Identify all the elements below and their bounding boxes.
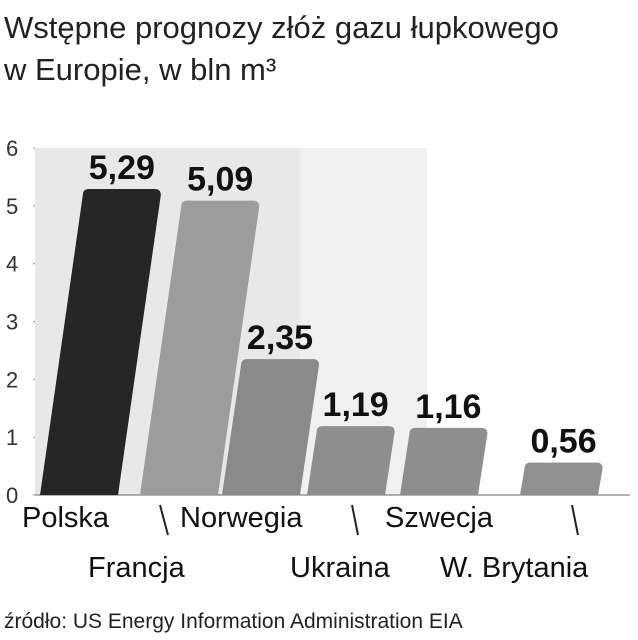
bar [222,359,320,495]
x-tick-label: Polska [22,502,110,534]
value-label: 5,29 [89,149,155,187]
value-label: 1,19 [323,386,389,424]
bar [40,189,161,496]
x-tick-label: Norwegia [180,502,303,534]
chart-title: Wstępne prognozy złóż gazu łupkowego [4,10,559,45]
x-tick-label: Szwecja [385,502,494,534]
y-tick-label: 3 [6,310,18,335]
separator [159,504,169,536]
separator [351,504,359,536]
bar [140,200,260,495]
value-label: 5,09 [187,161,253,199]
x-tick-label: Ukraina [290,552,391,584]
y-tick-label: 6 [6,136,18,161]
source: źródło: US Energy Information Administra… [4,610,463,633]
y-tick-label: 1 [6,425,18,450]
separator [571,504,579,536]
y-tick-label: 5 [6,194,18,219]
bar [400,427,488,495]
chart-title: w Europie, w bln m³ [3,52,276,87]
y-tick-label: 2 [6,367,18,392]
y-tick-label: 4 [6,252,18,277]
value-label: 1,16 [415,388,481,426]
value-label: 2,35 [247,319,313,357]
bar [307,426,395,495]
x-tick-label: Francja [88,552,186,584]
value-label: 0,56 [530,423,596,461]
x-tick-label: W. Brytania [440,552,589,584]
y-tick-label: 0 [6,483,18,508]
bar [520,462,603,495]
